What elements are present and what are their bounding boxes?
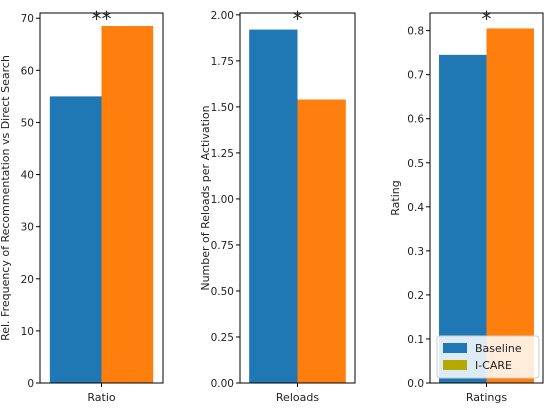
y-tick-label-ratings-6: 0.6: [407, 114, 424, 126]
y-tick-label-ratings-5: 0.5: [407, 158, 424, 170]
x-tick-label-reloads: Reloads: [276, 391, 319, 404]
bar-ratio-baseline: [49, 96, 102, 383]
legend-label-i-care: I-CARE: [475, 359, 512, 372]
y-tick-label-ratings-1: 0.1: [407, 334, 424, 346]
y-tick-label-ratings-0: 0.0: [407, 378, 424, 390]
y-tick-label-reloads-1: 0.25: [211, 332, 234, 344]
legend-label-baseline: Baseline: [475, 342, 522, 355]
y-tick-label-reloads-0: 0.00: [211, 378, 234, 390]
y-tick-label-ratio-6: 60: [21, 65, 34, 77]
y-tick-label-reloads-4: 1.00: [211, 194, 234, 206]
y-tick-label-reloads-5: 1.25: [211, 148, 234, 160]
y-tick-label-reloads-6: 1.50: [211, 102, 234, 114]
y-tick-label-ratio-2: 20: [21, 274, 34, 286]
y-axis-label-reloads: Number of Reloads per Activation: [199, 105, 212, 290]
y-tick-label-ratio-5: 50: [21, 117, 34, 129]
y-tick-label-ratings-8: 0.8: [407, 26, 424, 38]
x-tick-label-ratio: Ratio: [87, 391, 116, 404]
y-tick-label-ratio-0: 0: [27, 378, 34, 390]
bar-ratings-i-care: [486, 28, 534, 384]
y-tick-label-reloads-3: 0.75: [211, 240, 234, 252]
y-tick-label-ratings-4: 0.4: [407, 202, 424, 214]
x-tick-label-ratings: Ratings: [466, 391, 507, 404]
y-tick-label-ratings-7: 0.7: [407, 70, 424, 82]
y-axis-label-ratings: Rating: [389, 180, 402, 215]
y-tick-label-ratio-4: 40: [21, 170, 34, 182]
significance-marker-ratings: *: [482, 7, 492, 31]
y-tick-label-ratio-3: 30: [21, 222, 34, 234]
y-axis-label-ratio: Rel. Frequency of Recommentation vs Dire…: [0, 55, 12, 341]
significance-marker-reloads: *: [293, 7, 303, 31]
y-tick-label-reloads-2: 0.50: [211, 286, 234, 298]
bar-reloads-i-care: [297, 99, 346, 384]
bar-ratio-i-care: [101, 26, 154, 384]
bar-ratings-baseline: [439, 54, 487, 383]
legend-swatch-i-care: [443, 360, 467, 370]
y-tick-label-ratio-1: 10: [21, 326, 34, 338]
y-tick-label-reloads-7: 1.75: [211, 56, 234, 68]
legend-swatch-baseline: [443, 343, 467, 353]
bar-reloads-baseline: [249, 29, 298, 383]
y-tick-label-ratings-3: 0.3: [407, 246, 424, 258]
y-tick-label-ratio-7: 70: [21, 13, 34, 25]
y-tick-label-ratings-2: 0.2: [407, 290, 424, 302]
y-tick-label-reloads-8: 2.00: [211, 10, 234, 22]
significance-marker-ratio: **: [92, 7, 112, 31]
